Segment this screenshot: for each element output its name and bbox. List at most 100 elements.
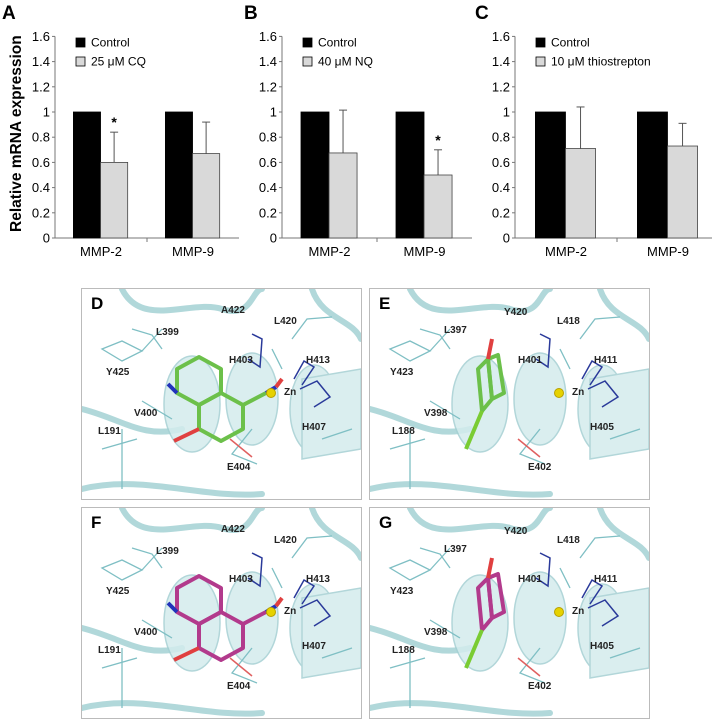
y-tick-label: 1 bbox=[503, 105, 510, 120]
y-tick-label: 0.6 bbox=[492, 155, 510, 170]
residue-label: H411 bbox=[594, 574, 618, 585]
panel-label-e: E bbox=[379, 294, 391, 313]
panel-label-b: B bbox=[244, 3, 258, 24]
y-tick-label: 1.4 bbox=[259, 54, 277, 69]
residue-label: A422 bbox=[221, 524, 245, 535]
residue-label: L418 bbox=[557, 316, 580, 327]
residue-label: Zn bbox=[284, 606, 297, 617]
bar-charts: 0 0.2 0.4 0.6 0.8 1 1.2 1.4 1.6 * MMP-2 MMP-9 Contro… bbox=[32, 29, 712, 259]
protein-structure bbox=[370, 508, 649, 717]
panel-label-f: F bbox=[91, 513, 102, 532]
residue-label: L191 bbox=[98, 426, 121, 437]
residue-label: H407 bbox=[302, 641, 326, 652]
residue-label: H403 bbox=[229, 574, 253, 585]
residue-label: Y423 bbox=[390, 586, 414, 597]
y-tick-label: 1.2 bbox=[492, 79, 510, 94]
zinc-atom bbox=[554, 388, 564, 398]
residue-label: L399 bbox=[156, 327, 179, 338]
residue-label: H407 bbox=[302, 422, 326, 433]
residue-label: H413 bbox=[306, 574, 330, 585]
residue-label: Y420 bbox=[504, 526, 528, 537]
residue-label: V398 bbox=[424, 408, 448, 419]
legend-swatch bbox=[75, 56, 86, 67]
bar-control bbox=[637, 111, 668, 239]
docking-panel-g: G Y420 L418 L397 H401 H411 Y423 Zn V398 L188 H405 E… bbox=[369, 507, 650, 719]
legend-label: 40 μM NQ bbox=[318, 55, 373, 69]
bar-40-m-nq bbox=[328, 152, 358, 239]
residue-label: H403 bbox=[229, 355, 253, 366]
bar-25-m-cq bbox=[192, 153, 221, 239]
y-tick-label: 0.4 bbox=[32, 180, 50, 195]
docking-panel-d: D A422 L420 L399 H403 H413 Y425 Zn V400 L191 H407 E… bbox=[81, 288, 362, 500]
residue-label: L399 bbox=[156, 546, 179, 557]
y-tick-label: 1.6 bbox=[32, 29, 50, 44]
panel-label-a: A bbox=[2, 3, 16, 24]
category-label: MMP-9 bbox=[172, 244, 214, 259]
y-tick-label: 0.6 bbox=[32, 155, 50, 170]
residue-label: L188 bbox=[392, 426, 415, 437]
y-tick-label: 0.8 bbox=[32, 130, 50, 145]
zinc-atom bbox=[554, 607, 564, 617]
residue-label: H405 bbox=[590, 641, 614, 652]
panel-label-c: C bbox=[475, 3, 489, 24]
residue-label: H401 bbox=[518, 355, 542, 366]
legend-swatch bbox=[302, 37, 313, 48]
ligand bbox=[464, 557, 506, 669]
residue-label: A422 bbox=[221, 305, 245, 316]
residue-label: L397 bbox=[444, 325, 467, 336]
legend-swatch bbox=[75, 37, 86, 48]
bar-25-m-cq bbox=[100, 161, 129, 239]
residue-label: L418 bbox=[557, 535, 580, 546]
docking-panel-f: F A422 L420 L399 H403 H413 Y425 Zn V400 L191 H407 E… bbox=[81, 507, 362, 719]
docking-panel-e: E Y420 L418 L397 H401 H411 Y423 Zn V398 L188 H405 E… bbox=[369, 288, 650, 500]
zinc-atom bbox=[266, 607, 276, 617]
legend-swatch bbox=[302, 56, 313, 67]
bar-10-m-thiostrepton bbox=[565, 148, 596, 239]
residue-label: E404 bbox=[227, 462, 251, 473]
residue-label: Y420 bbox=[504, 307, 528, 318]
y-tick-label: 0 bbox=[43, 231, 50, 246]
residue-label: Zn bbox=[284, 387, 297, 398]
residue-label: E402 bbox=[528, 681, 552, 692]
category-label: MMP-2 bbox=[80, 244, 122, 259]
bar-control bbox=[164, 111, 193, 239]
residue-label: H401 bbox=[518, 574, 542, 585]
y-tick-label: 0 bbox=[503, 231, 510, 246]
ligand bbox=[464, 338, 506, 450]
legend-label: Control bbox=[91, 36, 130, 50]
residue-label: L397 bbox=[444, 544, 467, 555]
ligand bbox=[166, 355, 284, 443]
category-label: MMP-9 bbox=[647, 244, 689, 259]
residue-label: V400 bbox=[134, 408, 158, 419]
y-tick-label: 1.6 bbox=[259, 29, 277, 44]
y-tick-label: 0.8 bbox=[259, 130, 277, 145]
y-tick-label: 1.2 bbox=[259, 79, 277, 94]
protein-structure bbox=[370, 289, 649, 498]
legend-label: 10 μM thiostrepton bbox=[551, 55, 651, 69]
residue-label: H413 bbox=[306, 355, 330, 366]
y-tick-label: 1.4 bbox=[32, 54, 50, 69]
legend-label: Control bbox=[318, 36, 357, 50]
residue-label: Y425 bbox=[106, 586, 130, 597]
y-tick-label: 0.4 bbox=[492, 180, 510, 195]
y-tick-label: 0.2 bbox=[259, 205, 277, 220]
residue-label: L191 bbox=[98, 645, 121, 656]
residue-label: L188 bbox=[392, 645, 415, 656]
category-label: MMP-2 bbox=[545, 244, 587, 259]
protein-structure bbox=[82, 508, 361, 717]
category-label: MMP-9 bbox=[404, 244, 446, 259]
bar-10-m-thiostrepton bbox=[667, 145, 698, 239]
y-tick-label: 1.2 bbox=[32, 79, 50, 94]
significance-marker: * bbox=[435, 132, 441, 148]
residue-label: L420 bbox=[274, 316, 297, 327]
residue-label: L420 bbox=[274, 535, 297, 546]
y-tick-label: 0.2 bbox=[492, 205, 510, 220]
y-tick-label: 1 bbox=[43, 105, 50, 120]
legend-swatch bbox=[535, 37, 546, 48]
legend-swatch bbox=[535, 56, 546, 67]
residue-label: E402 bbox=[528, 462, 552, 473]
bar-control bbox=[300, 111, 330, 239]
y-tick-label: 0.4 bbox=[259, 180, 277, 195]
panel-label-g: G bbox=[379, 513, 393, 532]
y-tick-label: 1.6 bbox=[492, 29, 510, 44]
